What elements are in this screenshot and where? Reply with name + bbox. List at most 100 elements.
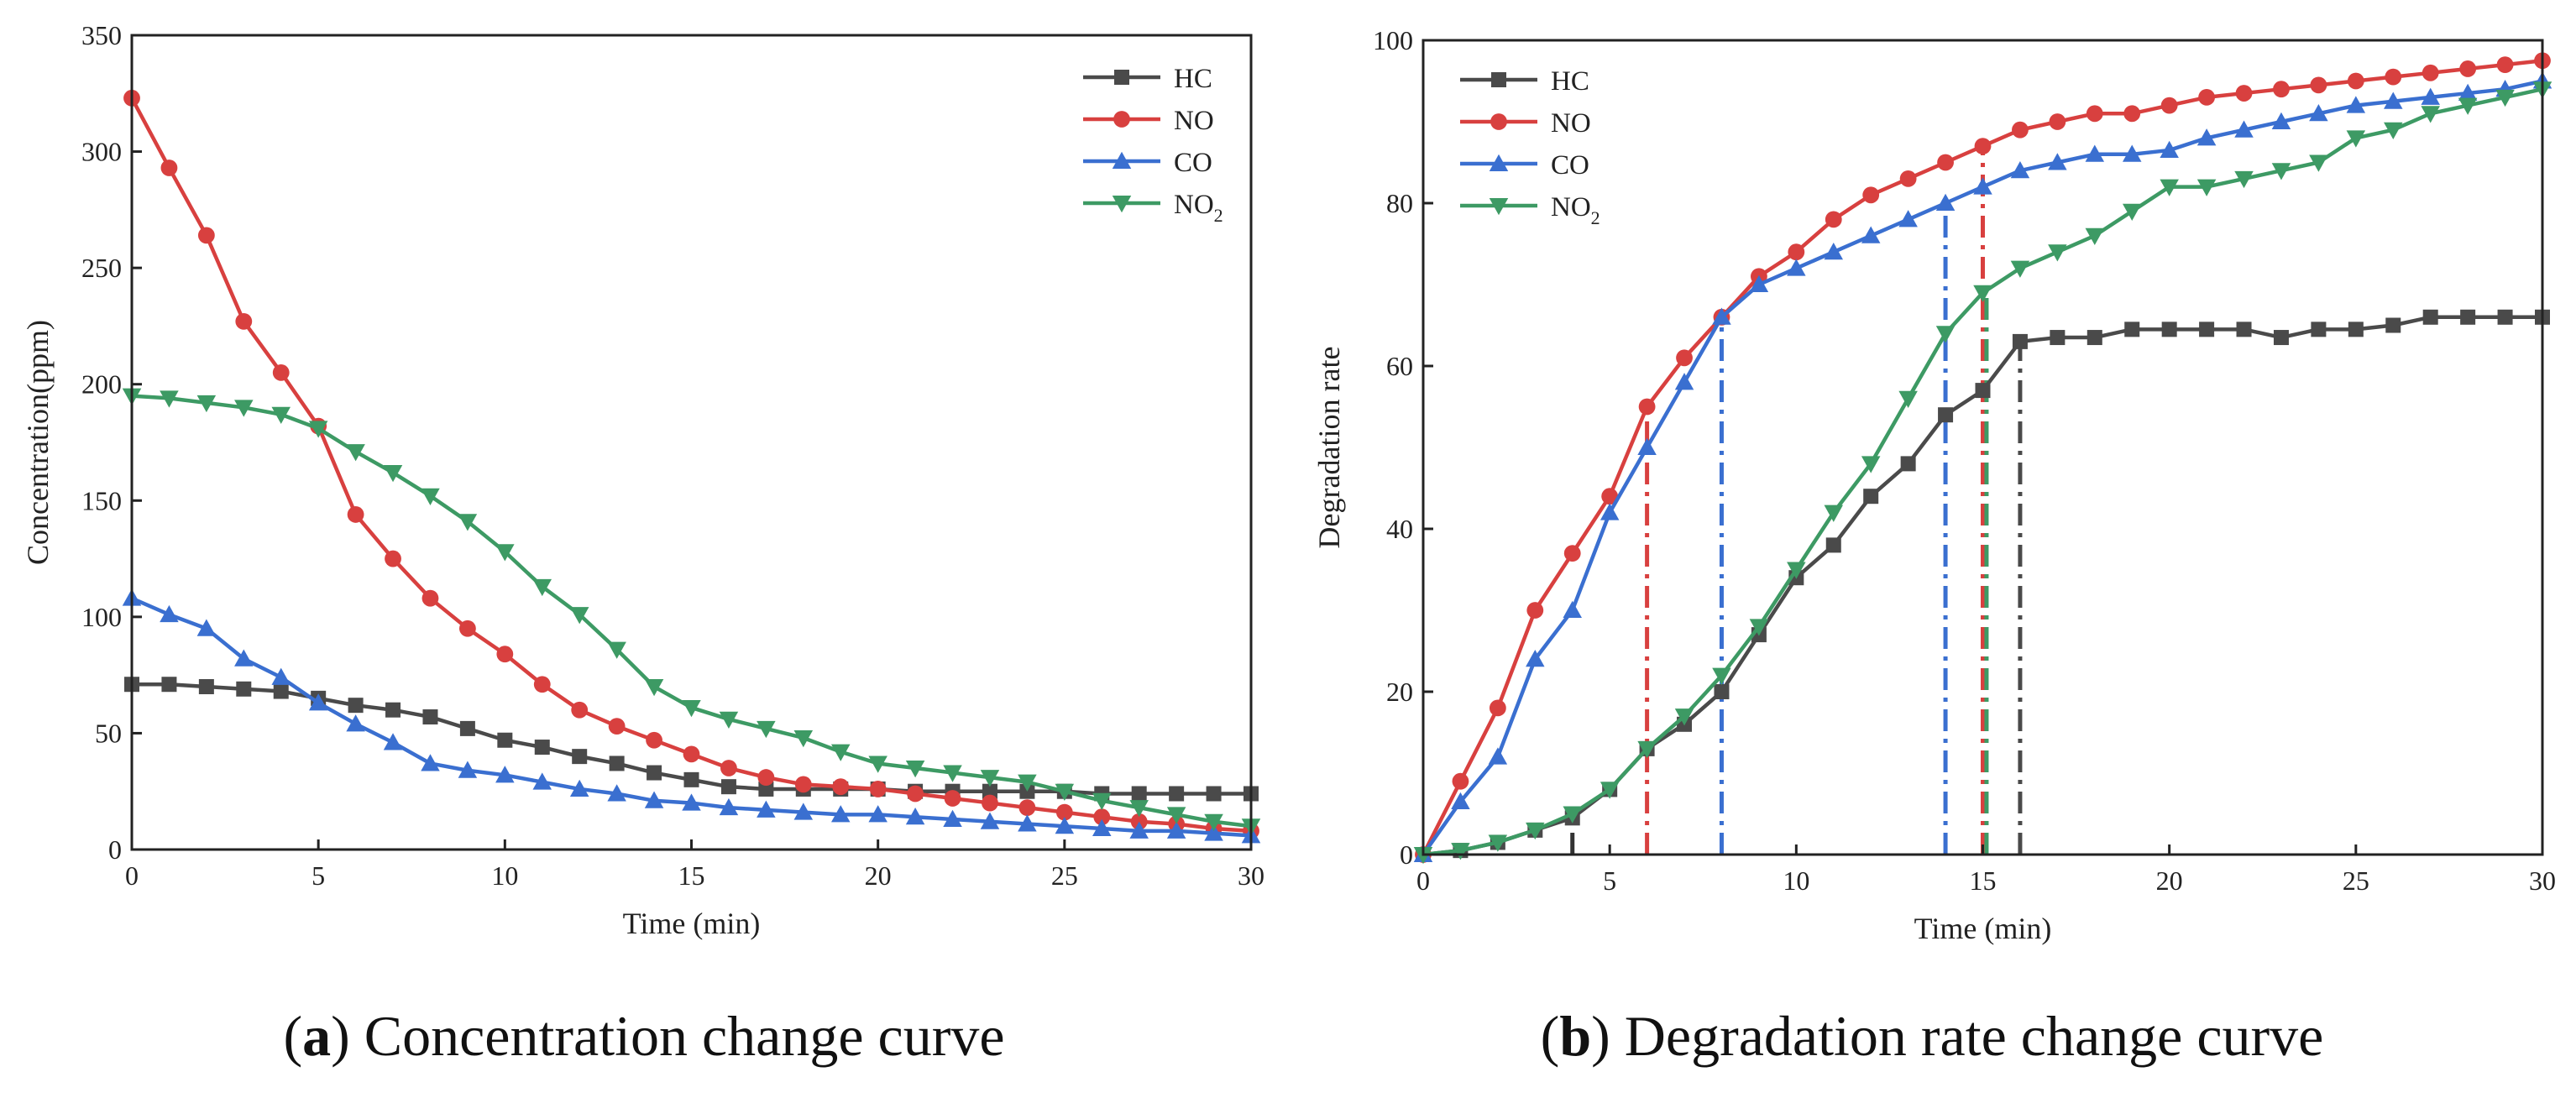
chart-b-series-3-point-28 <box>2458 97 2478 115</box>
chart-b-series-3-point-18 <box>2085 227 2105 246</box>
chart-b-plot-frame <box>1422 39 2544 856</box>
chart-a-series-1-point-7 <box>385 550 401 567</box>
chart-a-series-2-point-1 <box>160 604 179 623</box>
chart-b-series-2-point-14 <box>1935 193 1956 211</box>
chart-b-series-3-point-7 <box>1674 708 1694 726</box>
chart-a-series-0-point-23 <box>982 783 997 799</box>
chart-a-series-1-point-24 <box>1018 799 1036 817</box>
chart-b-series-0-point-15 <box>1975 383 1991 399</box>
chart-b-series-2-point-2 <box>1488 747 1508 765</box>
panel-b: 0 5 10 15 20 25 30 0 20 40 60 80 100 Time (min) Degrad… <box>1288 0 2576 1098</box>
chart-b-series-3-point-12 <box>1861 456 1881 473</box>
chart-b-y-tick-label-1: 20 <box>1386 677 1413 707</box>
chart-a-series-3 <box>122 388 1261 836</box>
chart-b-series-2-point-9 <box>1749 274 1769 292</box>
chart-b: 0 5 10 15 20 25 30 0 20 40 60 80 100 Time (min) Degrad… <box>1312 25 2556 945</box>
chart-a-series-0-point-1 <box>161 677 177 693</box>
chart-a-series-1-point-25 <box>1055 803 1073 821</box>
chart-a-series-3-point-5 <box>308 421 328 438</box>
chart-a-series-3-point-13 <box>607 641 626 659</box>
chart-a-series-2-point-25 <box>1055 817 1075 834</box>
chart-b-series-0-point-16 <box>2012 333 2028 349</box>
chart-a-y-tick-label-0: 0 <box>108 834 122 865</box>
chart-a-x-tick-label-1: 5 <box>312 860 325 891</box>
chart-a-y-axis-title: Concentration(ppm) <box>21 320 55 565</box>
chart-a-series-2-point-19 <box>830 805 851 823</box>
chart-a-series-1-point-12 <box>571 701 589 719</box>
chart-b-x-tick-label-4: 20 <box>2156 865 2183 896</box>
chart-a-series-3-point-15 <box>682 699 701 718</box>
chart-b-series-1-point-24 <box>2310 76 2327 94</box>
chart-b-series-2-point-6 <box>1637 437 1657 455</box>
chart-a-series-2-point-23 <box>980 812 1000 829</box>
chart-b-series-2-point-7 <box>1674 373 1694 390</box>
chart-b-series-0-point-11 <box>1825 537 1841 553</box>
chart-b-series-3-point-22 <box>2234 170 2254 189</box>
chart-a-series-0-point-11 <box>534 740 550 756</box>
chart-b-series-3-point-16 <box>2010 260 2030 278</box>
chart-a-series-0-point-17 <box>758 781 774 797</box>
chart-b-series-0-point-29 <box>2497 309 2513 325</box>
chart-b-series-1-point-22 <box>2235 85 2253 102</box>
chart-a-legend-marker-3 <box>1112 196 1132 213</box>
chart-b-series-0-point-18 <box>2086 330 2102 346</box>
chart-b-y-tick-label-4: 80 <box>1386 188 1413 218</box>
chart-b-series-1-point-20 <box>2160 97 2178 114</box>
chart-b-series-3-point-9 <box>1749 619 1769 636</box>
chart-b-series-1-point-28 <box>2459 60 2477 77</box>
chart-a-series-3-point-24 <box>1018 774 1037 792</box>
chart-b-series-1-point-10 <box>1788 243 1805 261</box>
chart-a-series-2-point-11 <box>532 772 552 790</box>
chart-b-series-0-point-24 <box>2311 322 2327 337</box>
chart-b-series-1-point-15 <box>1974 138 1992 155</box>
chart-b-series-1-point-4 <box>1563 545 1581 562</box>
chart-a-series-0-point-2 <box>198 679 214 694</box>
chart-b-x-tick-label-6: 30 <box>2529 865 2556 896</box>
chart-a-legend: HC NO CO NO2 <box>1083 64 1223 226</box>
chart-a-series-3-point-19 <box>830 744 851 761</box>
chart-a-series-3-point-20 <box>868 756 887 773</box>
chart-a-series-1-point-16 <box>720 760 737 776</box>
chart-a-series-0-point-16 <box>720 779 736 795</box>
chart-a-series-3-point-29 <box>1204 813 1223 831</box>
chart-b-legend-label-0: HC <box>1551 66 1589 97</box>
chart-b-series-1-point-12 <box>1862 186 1880 204</box>
chart-a-series-1-point-11 <box>533 676 551 693</box>
chart-a-series-2-point-4 <box>271 667 291 685</box>
chart-a-series-2-point-20 <box>868 805 887 823</box>
chart-a-series-2-point-26 <box>1092 818 1112 837</box>
chart-b-series-0-point-26 <box>2385 317 2401 333</box>
chart-b-series-0-point-28 <box>2460 309 2476 325</box>
chart-a-y-tick-label-3: 150 <box>81 485 122 515</box>
chart-b-x-tick-label-2: 10 <box>1783 865 1809 896</box>
chart-b-series-2-point-25 <box>2346 96 2366 113</box>
chart-a-series-2-point-10 <box>495 766 515 783</box>
chart-a-series-0 <box>124 677 1259 802</box>
chart-b-series-0-point-27 <box>2422 309 2438 325</box>
chart-b-y-tick-label-3: 60 <box>1386 351 1413 381</box>
chart-b-series-3-point-14 <box>1935 326 1956 343</box>
chart-b-series-2-point-1 <box>1451 792 1470 809</box>
chart-b-y-tick-label-2: 40 <box>1386 514 1413 544</box>
chart-a-series-1-line <box>130 97 1252 834</box>
chart-a-series-0-point-12 <box>572 749 588 765</box>
chart-b-series-2-point-19 <box>2122 144 2142 162</box>
chart-b-series-1 <box>1415 52 2551 863</box>
chart-b-series-3-point-3 <box>1526 822 1545 840</box>
chart-b-series-3-point-11 <box>1824 505 1844 522</box>
chart-a-legend-label-0: HC <box>1174 64 1212 94</box>
chart-b-series-2 <box>1413 71 2552 862</box>
chart-a-series-1-point-26 <box>1093 808 1111 826</box>
chart-b-series-3-point-4 <box>1563 806 1582 824</box>
chart-b-series-1-point-13 <box>1899 170 1917 187</box>
chart-a-x-tick-label-4: 20 <box>865 860 892 891</box>
chart-b-series-1-point-27 <box>2422 64 2439 81</box>
chart-b-series-2-point-4 <box>1563 600 1582 618</box>
chart-a-series-3-point-27 <box>1129 800 1149 818</box>
chart-b-series-2-point-21 <box>2196 128 2217 146</box>
chart-b-series-1-point-6 <box>1638 398 1656 416</box>
chart-b-y-tick-label-0: 0 <box>1400 839 1413 870</box>
chart-a-series-2-point-28 <box>1166 821 1186 839</box>
chart-b-series-2-point-15 <box>1973 177 1992 195</box>
